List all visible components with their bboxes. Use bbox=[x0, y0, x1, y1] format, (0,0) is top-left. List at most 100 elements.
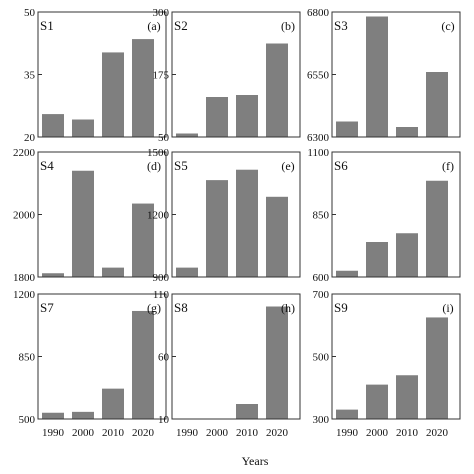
x-tick-label-s9-2020: 2020 bbox=[426, 427, 449, 439]
bar-s2-2020 bbox=[266, 43, 288, 137]
panel-letter-s8: (h) bbox=[281, 301, 295, 315]
x-tick-label-s9-2000: 2000 bbox=[366, 427, 389, 439]
bar-s7-2000 bbox=[72, 411, 94, 419]
panel-s1: 20 35 50 S1 (a) bbox=[24, 7, 167, 144]
bar-s6-1990 bbox=[336, 270, 358, 277]
bar-s9-2000 bbox=[366, 384, 388, 419]
bar-s5-2000 bbox=[206, 180, 228, 277]
bar-s3-1990 bbox=[336, 121, 358, 137]
bar-s3-2020 bbox=[426, 72, 448, 137]
panel-s2: 50 175 300 S2 (b) bbox=[153, 7, 301, 144]
panel-label-s2: S2 bbox=[174, 18, 188, 33]
y-tick-label-s5: 1200 bbox=[147, 210, 170, 222]
y-tick-label-s1: 50 bbox=[24, 7, 36, 19]
y-tick-label-s6: 1100 bbox=[307, 147, 329, 159]
x-tick-label-s7-1990: 1990 bbox=[42, 427, 65, 439]
bar-s9-1990 bbox=[336, 409, 358, 419]
x-tick-label-s9-1990: 1990 bbox=[336, 427, 359, 439]
y-tick-label-s7: 850 bbox=[19, 352, 36, 364]
panel-letter-s9: (i) bbox=[442, 301, 453, 315]
x-tick-label-s8-2020: 2020 bbox=[266, 427, 289, 439]
bar-s6-2000 bbox=[366, 242, 388, 277]
bar-s1-2010 bbox=[102, 52, 124, 137]
y-tick-label-s5: 900 bbox=[153, 272, 170, 284]
bar-s4-1990 bbox=[42, 273, 64, 277]
panel-letter-s1: (a) bbox=[147, 19, 160, 33]
bar-s8-2020 bbox=[266, 306, 288, 419]
panel-s7: 500 850 1200 S7 (g) 1990 2000 2010 2020 bbox=[13, 289, 167, 439]
bar-s5-2010 bbox=[236, 169, 258, 277]
bar-s3-2000 bbox=[366, 16, 388, 137]
y-tick-label-s6: 850 bbox=[313, 210, 330, 222]
bar-s8-2010 bbox=[236, 404, 258, 419]
bar-s5-2020 bbox=[266, 196, 288, 277]
y-tick-label-s8: 60 bbox=[158, 352, 170, 364]
x-tick-label-s7-2020: 2020 bbox=[132, 427, 155, 439]
bar-s3-2010 bbox=[396, 127, 418, 137]
panel-s5: 900 1200 1500 S5 (e) bbox=[147, 147, 301, 284]
bar-s9-2020 bbox=[426, 317, 448, 419]
y-tick-label-s9: 500 bbox=[313, 352, 330, 364]
y-tick-label-s6: 600 bbox=[313, 272, 330, 284]
y-tick-label-s3: 6300 bbox=[307, 132, 330, 144]
bar-s2-2000 bbox=[206, 97, 228, 137]
y-tick-label-s4: 2000 bbox=[13, 210, 36, 222]
bar-s7-2020 bbox=[132, 310, 154, 419]
y-tick-label-s9: 300 bbox=[313, 414, 330, 426]
panel-label-s4: S4 bbox=[40, 158, 54, 173]
bar-s1-2020 bbox=[132, 39, 154, 138]
y-tick-label-s4: 1800 bbox=[13, 272, 36, 284]
panel-letter-s5: (e) bbox=[281, 159, 294, 173]
y-tick-label-s7: 500 bbox=[19, 414, 36, 426]
bar-s2-1990 bbox=[176, 133, 198, 137]
panel-s4: 1800 2000 2200 S4 (d) bbox=[13, 147, 167, 284]
panel-label-s9: S9 bbox=[334, 300, 348, 315]
bar-s1-1990 bbox=[42, 114, 64, 137]
bar-s6-2020 bbox=[426, 180, 448, 277]
bar-s9-2010 bbox=[396, 375, 418, 419]
bar-s4-2020 bbox=[132, 203, 154, 277]
y-tick-label-s9: 700 bbox=[313, 289, 330, 301]
panel-letter-s6: (f) bbox=[442, 159, 454, 173]
panel-s3: 6300 6550 6800 S3 (c) bbox=[307, 7, 461, 144]
y-tick-label-s3: 6800 bbox=[307, 7, 330, 19]
panel-label-s7: S7 bbox=[40, 300, 54, 315]
x-axis-title: Years bbox=[242, 454, 269, 468]
panel-s8: 10 60 110 S8 (h) 1990 2000 2010 2020 bbox=[153, 289, 301, 439]
bar-s2-2010 bbox=[236, 95, 258, 137]
panel-s9: 300 500 700 S9 (i) 1990 2000 2010 2020 bbox=[313, 289, 461, 439]
x-tick-label-s7-2010: 2010 bbox=[102, 427, 125, 439]
panel-label-s8: S8 bbox=[174, 300, 188, 315]
y-tick-label-s8: 110 bbox=[153, 289, 170, 301]
bar-s1-2000 bbox=[72, 119, 94, 137]
bar-s5-1990 bbox=[176, 267, 198, 277]
panel-letter-s2: (b) bbox=[281, 19, 295, 33]
x-tick-label-s9-2010: 2010 bbox=[396, 427, 419, 439]
y-tick-label-s1: 20 bbox=[24, 132, 36, 144]
x-tick-label-s8-2010: 2010 bbox=[236, 427, 259, 439]
x-tick-label-s7-2000: 2000 bbox=[72, 427, 95, 439]
panel-label-s3: S3 bbox=[334, 18, 348, 33]
y-tick-label-s7: 1200 bbox=[13, 289, 36, 301]
y-tick-label-s3: 6550 bbox=[307, 70, 330, 82]
bar-s6-2010 bbox=[396, 233, 418, 277]
x-tick-label-s8-2000: 2000 bbox=[206, 427, 229, 439]
bar-s7-2010 bbox=[102, 388, 124, 419]
x-tick-label-s8-1990: 1990 bbox=[176, 427, 199, 439]
panel-label-s5: S5 bbox=[174, 158, 188, 173]
panel-letter-s7: (g) bbox=[147, 301, 161, 315]
y-tick-label-s2: 175 bbox=[153, 70, 170, 82]
panel-label-s6: S6 bbox=[334, 158, 348, 173]
y-tick-label-s8: 10 bbox=[158, 414, 170, 426]
y-tick-label-s2: 50 bbox=[158, 132, 170, 144]
y-tick-label-s1: 35 bbox=[24, 70, 36, 82]
panel-label-s1: S1 bbox=[40, 18, 54, 33]
y-tick-label-s5: 1500 bbox=[147, 147, 170, 159]
bar-s4-2010 bbox=[102, 267, 124, 277]
panel-letter-s4: (d) bbox=[147, 159, 161, 173]
y-tick-label-s2: 300 bbox=[153, 7, 170, 19]
y-tick-label-s4: 2200 bbox=[13, 147, 36, 159]
panel-s6: 600 850 1100 S6 (f) bbox=[307, 147, 461, 284]
bar-s7-1990 bbox=[42, 412, 64, 419]
